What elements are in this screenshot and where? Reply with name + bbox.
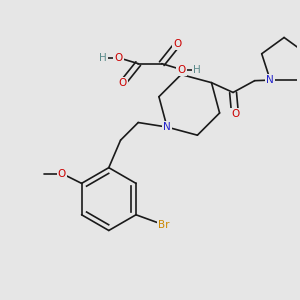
Text: O: O (118, 78, 127, 88)
Text: O: O (177, 64, 185, 74)
Text: N: N (266, 75, 274, 85)
Text: Br: Br (158, 220, 169, 230)
Text: H: H (193, 64, 201, 74)
Text: N: N (163, 122, 171, 132)
Text: H: H (99, 53, 107, 63)
Text: O: O (173, 39, 181, 49)
Text: O: O (58, 169, 66, 178)
Text: O: O (115, 53, 123, 63)
Text: O: O (231, 109, 239, 119)
